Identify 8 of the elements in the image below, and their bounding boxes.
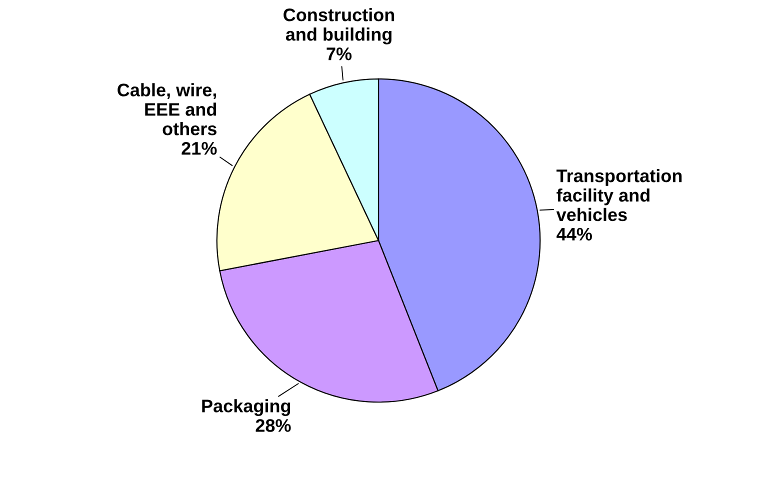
data-label: 44%	[556, 228, 592, 241]
data-label: 21%	[182, 142, 217, 155]
slice-label: Packaging	[202, 399, 290, 416]
slice-label: Construction and building	[284, 8, 394, 44]
slice-label: Transportation facility and vehicles	[556, 168, 682, 222]
slice-label: Cable, wire, EEE and others	[118, 83, 216, 136]
data-label: 28%	[256, 419, 291, 432]
data-label: 7%	[326, 48, 352, 60]
